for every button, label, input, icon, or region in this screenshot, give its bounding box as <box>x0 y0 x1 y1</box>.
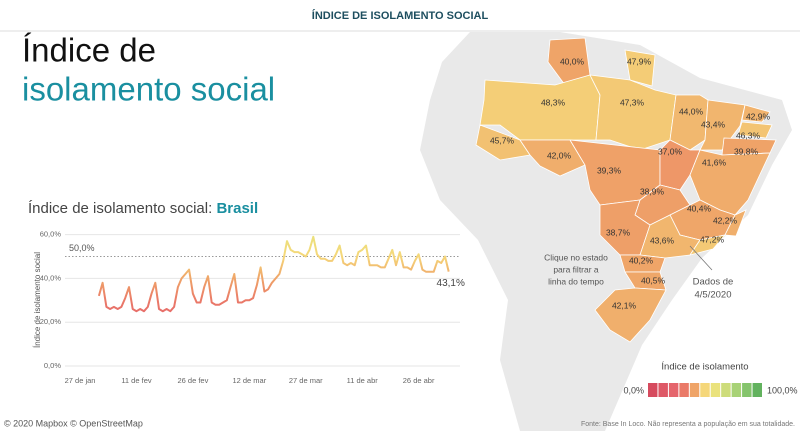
x-tick-label: 26 de abr <box>403 376 435 385</box>
state <box>737 121 773 139</box>
state-label: 39,8% <box>734 146 759 156</box>
state <box>741 104 771 123</box>
state-label: 47,2% <box>700 234 725 244</box>
legend-min-label: 0,0% <box>623 385 644 395</box>
hint-line: linha do tempo <box>548 276 604 286</box>
state-layer: 40,0% 47,9% 48,3% 47,3% 44,0% 43,4% 42,9% 46,3%… <box>475 37 777 343</box>
attribution: © 2020 Mapbox © OpenStreetMap <box>4 418 143 428</box>
state-label: 42,0% <box>547 150 572 160</box>
legend-title: Índice de isolamento <box>661 362 748 373</box>
legend-swatch <box>658 383 668 397</box>
header-bar <box>0 0 800 31</box>
legend-swatch <box>721 383 731 397</box>
chart-title: Índice de isolamento social: Brasil <box>28 200 258 217</box>
state <box>475 124 531 161</box>
x-tick-label: 27 de mar <box>289 376 323 385</box>
state <box>594 287 667 343</box>
y-tick-label: 0,0% <box>44 361 61 370</box>
heading-line1: Índice de <box>22 32 156 69</box>
note-leader <box>689 245 713 271</box>
state-label: 42,2% <box>713 215 738 225</box>
chart-title-highlight: Brasil <box>216 200 258 217</box>
date-note-line: Dados de <box>693 277 734 288</box>
state-label: 37,0% <box>658 146 683 156</box>
state <box>589 74 677 151</box>
state <box>724 209 747 237</box>
y-tick-label: 40,0% <box>40 273 62 282</box>
map-hint: Clique no estado para filtrar a linha do… <box>544 252 608 286</box>
legend-swatch <box>679 383 689 397</box>
value-label: 43,1% <box>437 278 465 289</box>
line-chart: 0,0% 20,0% 40,0% 60,0% 27 de jan 11 de fev 26 … <box>40 230 465 385</box>
x-tick-label: 27 de jan <box>65 376 96 385</box>
hint-line: Clique no estado <box>544 252 608 262</box>
state-label: 40,0% <box>560 56 585 66</box>
state-label: 45,7% <box>490 135 515 145</box>
legend-swatch <box>700 383 710 397</box>
legend-swatch <box>689 383 700 397</box>
state-label: 42,1% <box>612 300 637 310</box>
x-tick-label: 26 de fev <box>177 376 208 385</box>
state-label: 38,9% <box>640 186 665 196</box>
y-tick-label: 20,0% <box>40 317 62 326</box>
header-title: ÍNDICE DE ISOLAMENTO SOCIAL <box>312 9 489 22</box>
y-axis-label: Índice de isolamento social <box>33 252 42 348</box>
state <box>659 139 701 191</box>
state-label: 40,2% <box>629 255 654 265</box>
legend-swatch <box>731 383 742 397</box>
x-tick-label: 11 de abr <box>347 376 379 385</box>
state-label: 38,7% <box>606 227 631 237</box>
state <box>619 254 666 273</box>
state <box>624 49 656 87</box>
state-label: 40,4% <box>687 203 712 213</box>
heading-line2: isolamento social <box>22 71 275 108</box>
hint-line: para filtrar a <box>553 264 599 274</box>
state-label: 40,5% <box>641 275 666 285</box>
state-label: 43,4% <box>701 119 726 129</box>
legend-swatch <box>742 383 752 397</box>
state-label: 42,9% <box>746 111 771 121</box>
chart-title-text: Índice de isolamento social: <box>28 200 216 217</box>
series-line <box>97 235 450 313</box>
state-label: 44,0% <box>679 106 704 116</box>
legend-swatch <box>710 383 721 397</box>
state-label: 46,3% <box>736 130 761 140</box>
state-label: 47,9% <box>627 56 652 66</box>
state-label: 47,3% <box>620 97 645 107</box>
state-label: 43,6% <box>650 235 675 245</box>
legend-max-label: 100,0% <box>767 385 798 395</box>
y-tick-label: 60,0% <box>40 230 62 239</box>
legend-swatch <box>648 383 658 397</box>
legend-swatch <box>668 383 679 397</box>
state-label: 41,6% <box>702 157 727 167</box>
x-tick-label: 11 de fev <box>121 376 152 385</box>
state-label: 39,3% <box>597 165 622 175</box>
state-label: 48,3% <box>541 97 566 107</box>
date-note-line: 4/5/2020 <box>695 290 732 301</box>
x-tick-label: 12 de mar <box>232 376 266 385</box>
legend-swatch <box>752 383 762 397</box>
reference-label: 50,0% <box>69 243 95 253</box>
source-note: Fonte: Base In Loco. Não representa a po… <box>581 421 795 428</box>
legend: 0,0% 100,0% <box>623 383 798 397</box>
date-note: Dados de 4/5/2020 <box>693 277 734 301</box>
